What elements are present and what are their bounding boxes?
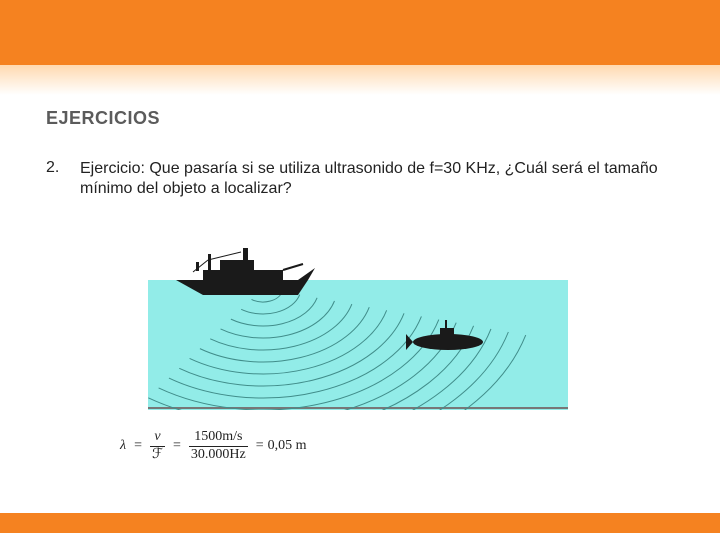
formula: λ = ν ℱ = 1500m/s 30.000Hz = 0,05 m <box>120 430 307 462</box>
equals-2: = <box>173 438 181 454</box>
header-band <box>0 0 720 65</box>
water-rect <box>148 280 568 410</box>
equals-3: = <box>256 438 264 454</box>
numerator-1: ν <box>152 430 162 446</box>
sonar-diagram <box>148 230 568 410</box>
header-gradient <box>0 65 720 95</box>
exercise-number: 2. <box>46 159 59 177</box>
denominator-1: ℱ <box>150 446 165 463</box>
denominator-2: 30.000Hz <box>189 446 248 463</box>
section-title: EJERCICIOS <box>46 108 160 129</box>
formula-result: 0,05 m <box>268 438 307 454</box>
ship-icon <box>176 248 315 295</box>
equals-1: = <box>134 438 142 454</box>
fraction-numeric: 1500m/s 30.000Hz <box>189 430 248 462</box>
exercise-text: Ejercicio: Que pasaría si se utiliza ult… <box>80 159 680 199</box>
numerator-2: 1500m/s <box>192 430 244 446</box>
fraction-symbolic: ν ℱ <box>150 430 165 462</box>
footer-band <box>0 513 720 533</box>
lambda-symbol: λ <box>120 438 126 454</box>
